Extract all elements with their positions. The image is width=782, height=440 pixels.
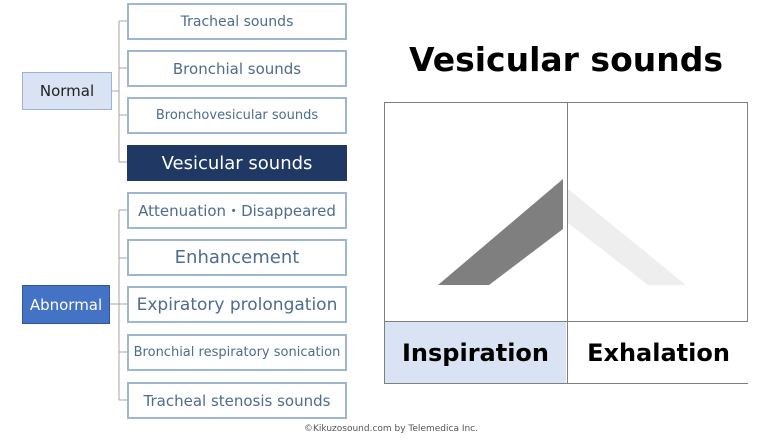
inspiration-label: Inspiration xyxy=(385,322,566,383)
item-vesicular-sounds[interactable]: Vesicular sounds xyxy=(127,145,347,181)
item-attenuation-disappeared[interactable]: Attenuation・Disappeared xyxy=(127,192,347,229)
breath-sound-waveform xyxy=(438,179,686,285)
item-enhancement[interactable]: Enhancement xyxy=(127,239,347,276)
category-normal[interactable]: Normal xyxy=(22,72,112,110)
breath-sound-panel: Inspiration Exhalation xyxy=(384,102,749,384)
item-bronchial-sounds[interactable]: Bronchial sounds xyxy=(127,50,347,87)
item-bronchial-respiratory-sonication[interactable]: Bronchial respiratory sonication xyxy=(127,334,347,371)
item-tracheal-stenosis-sounds[interactable]: Tracheal stenosis sounds xyxy=(127,382,347,419)
phase-divider-vertical xyxy=(567,103,568,383)
item-bronchovesicular-sounds[interactable]: Bronchovesicular sounds xyxy=(127,97,347,134)
copyright-footer: ©Kikuzosound.com by Telemedica Inc. xyxy=(304,424,478,434)
exhalation-shape xyxy=(568,189,686,285)
phase-divider-horizontal xyxy=(385,321,747,322)
exhalation-label: Exhalation xyxy=(568,322,749,383)
item-expiratory-prolongation[interactable]: Expiratory prolongation xyxy=(127,286,347,323)
item-tracheal-sounds[interactable]: Tracheal sounds xyxy=(127,3,347,40)
inspiration-shape xyxy=(438,179,563,285)
diagram-title: Vesicular sounds xyxy=(408,40,724,79)
category-abnormal[interactable]: Abnormal xyxy=(22,285,110,324)
